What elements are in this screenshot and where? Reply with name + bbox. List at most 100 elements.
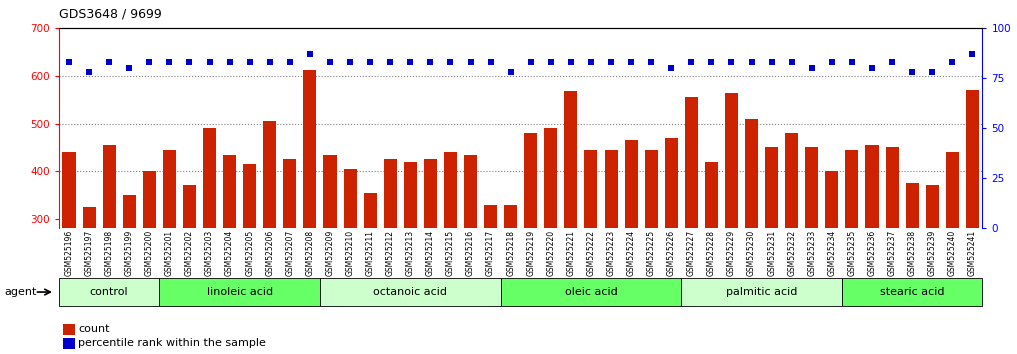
Bar <box>524 133 537 228</box>
Text: GSM525198: GSM525198 <box>105 230 114 276</box>
Text: GSM525216: GSM525216 <box>466 230 475 276</box>
Point <box>723 59 739 65</box>
Point <box>863 65 880 71</box>
Text: GSM525207: GSM525207 <box>286 230 294 276</box>
Bar <box>645 150 658 228</box>
Bar <box>684 97 698 228</box>
Bar <box>865 145 879 228</box>
Point <box>583 59 599 65</box>
Text: GSM525199: GSM525199 <box>125 230 134 276</box>
Point <box>623 59 640 65</box>
Bar <box>665 138 677 228</box>
Point <box>222 59 238 65</box>
Point <box>61 59 77 65</box>
Bar <box>103 145 116 228</box>
Bar <box>564 91 578 228</box>
Text: GSM525204: GSM525204 <box>225 230 234 276</box>
Text: GSM525218: GSM525218 <box>506 230 516 276</box>
Point <box>201 59 218 65</box>
Text: count: count <box>78 324 110 334</box>
Bar <box>845 150 858 228</box>
Point <box>704 59 720 65</box>
Text: GSM525224: GSM525224 <box>626 230 636 276</box>
Text: GSM525232: GSM525232 <box>787 230 796 276</box>
Text: GSM525239: GSM525239 <box>928 230 937 276</box>
Bar <box>725 93 738 228</box>
Bar <box>484 205 497 228</box>
Bar <box>424 159 437 228</box>
Text: stearic acid: stearic acid <box>880 287 945 297</box>
Text: GSM525231: GSM525231 <box>767 230 776 276</box>
Point <box>141 59 158 65</box>
FancyBboxPatch shape <box>59 278 160 306</box>
Text: GSM525236: GSM525236 <box>868 230 877 276</box>
Text: GSM525241: GSM525241 <box>968 230 977 276</box>
Point <box>502 69 519 75</box>
Bar <box>364 193 376 228</box>
Text: linoleic acid: linoleic acid <box>206 287 273 297</box>
Bar <box>544 129 557 228</box>
Bar <box>785 133 798 228</box>
Text: GSM525217: GSM525217 <box>486 230 495 276</box>
Point <box>321 59 338 65</box>
Text: palmitic acid: palmitic acid <box>726 287 797 297</box>
Point <box>422 59 438 65</box>
Text: GSM525225: GSM525225 <box>647 230 656 276</box>
Bar <box>745 119 758 228</box>
Point <box>342 59 358 65</box>
Bar <box>303 70 316 228</box>
Bar <box>62 152 75 228</box>
Text: GSM525219: GSM525219 <box>526 230 535 276</box>
Point <box>964 51 980 57</box>
Bar <box>925 185 939 228</box>
Text: GSM525230: GSM525230 <box>747 230 756 276</box>
Text: GSM525209: GSM525209 <box>325 230 335 276</box>
Text: GSM525228: GSM525228 <box>707 230 716 276</box>
Point <box>904 69 920 75</box>
FancyBboxPatch shape <box>842 278 982 306</box>
Bar <box>263 121 277 228</box>
Text: GSM525237: GSM525237 <box>888 230 897 276</box>
Point <box>362 59 378 65</box>
Point <box>242 59 258 65</box>
Point <box>402 59 418 65</box>
Point <box>282 59 298 65</box>
Point <box>824 59 840 65</box>
Bar <box>404 162 417 228</box>
Bar <box>464 154 477 228</box>
Bar <box>383 159 397 228</box>
Text: GSM525202: GSM525202 <box>185 230 194 276</box>
Bar <box>705 162 718 228</box>
Text: GSM525221: GSM525221 <box>566 230 576 276</box>
Text: GSM525214: GSM525214 <box>426 230 435 276</box>
Bar <box>223 154 236 228</box>
FancyBboxPatch shape <box>320 278 500 306</box>
Text: GSM525238: GSM525238 <box>907 230 916 276</box>
Bar <box>123 195 136 228</box>
Text: GSM525205: GSM525205 <box>245 230 254 276</box>
Text: GSM525210: GSM525210 <box>346 230 355 276</box>
Point <box>643 59 659 65</box>
Point <box>803 65 820 71</box>
Bar <box>323 154 337 228</box>
Text: GSM525211: GSM525211 <box>366 230 374 276</box>
FancyBboxPatch shape <box>500 278 681 306</box>
Bar <box>805 147 819 228</box>
Bar <box>604 150 617 228</box>
Text: GSM525203: GSM525203 <box>205 230 214 276</box>
Point <box>162 59 178 65</box>
Text: percentile rank within the sample: percentile rank within the sample <box>78 338 266 348</box>
Text: GSM525206: GSM525206 <box>265 230 275 276</box>
Point <box>783 59 799 65</box>
Bar <box>443 152 457 228</box>
Bar <box>966 90 979 228</box>
Text: agent: agent <box>4 287 37 297</box>
Point <box>543 59 559 65</box>
Text: GSM525227: GSM525227 <box>686 230 696 276</box>
Text: GDS3648 / 9699: GDS3648 / 9699 <box>59 8 162 21</box>
Text: GSM525240: GSM525240 <box>948 230 957 276</box>
Bar <box>504 205 518 228</box>
Bar <box>905 183 918 228</box>
Point <box>382 59 399 65</box>
Bar <box>585 150 598 228</box>
